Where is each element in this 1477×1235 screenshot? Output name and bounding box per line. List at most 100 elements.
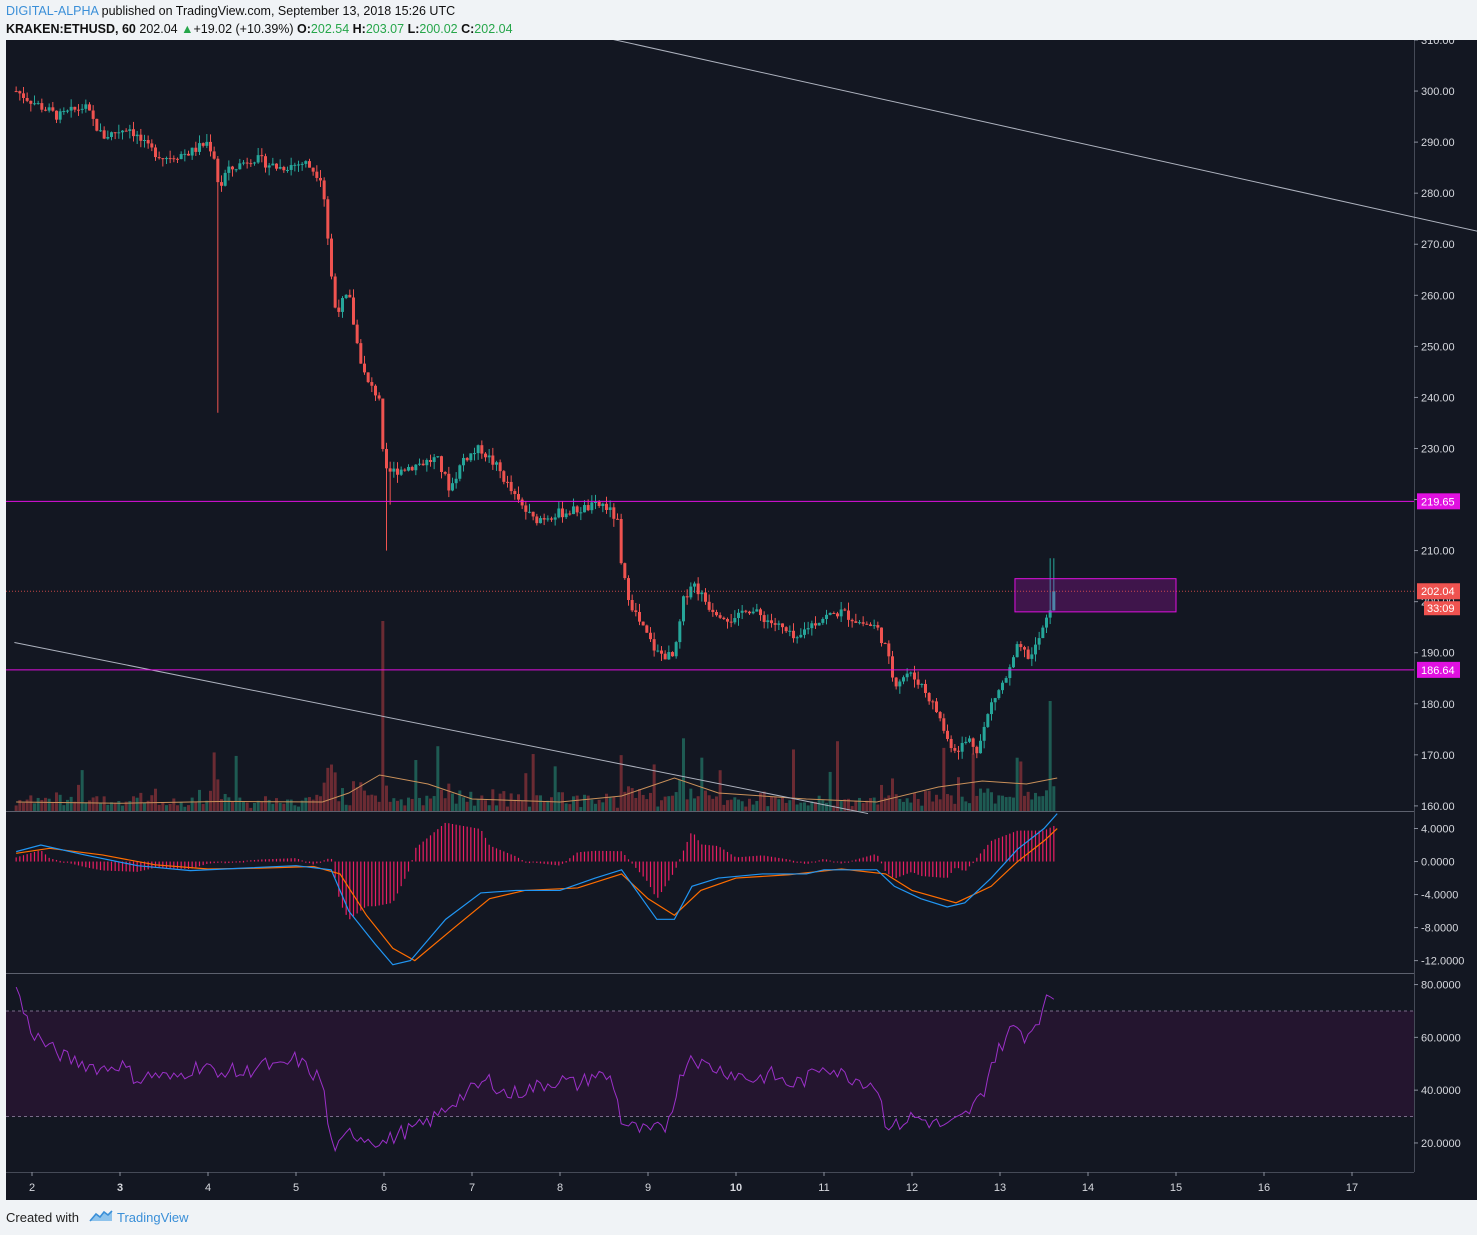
volume-bar — [579, 807, 583, 811]
volume-bar — [509, 793, 513, 811]
volume-bar — [186, 805, 190, 811]
candle-body — [747, 611, 751, 614]
price-axis-tick-label: 280.00 — [1421, 188, 1455, 200]
volume-bar — [252, 802, 256, 811]
author-link[interactable]: DIGITAL-ALPHA — [6, 4, 99, 18]
candle-body — [1041, 627, 1045, 639]
volume-bar — [593, 803, 597, 811]
candle-body — [461, 457, 465, 466]
candle-body — [175, 158, 179, 160]
candle-body — [549, 518, 553, 520]
candle-body — [788, 630, 792, 632]
x-tick-label: 11 — [818, 1182, 829, 1194]
tradingview-link[interactable]: TradingView — [117, 1210, 189, 1225]
candle-body — [157, 157, 161, 159]
candle-body — [14, 91, 18, 93]
macd-axis-tick-label: 0.0000 — [1421, 857, 1455, 869]
candle-body — [758, 609, 762, 616]
volume-bar — [172, 798, 176, 811]
x-axis-background — [6, 1172, 1477, 1200]
candle-body — [832, 612, 836, 614]
volume-bar — [777, 799, 781, 811]
volume-bar — [806, 805, 810, 811]
volume-bar — [927, 790, 931, 811]
volume-bar — [857, 797, 861, 811]
open-label: O: — [297, 22, 311, 36]
volume-bar — [69, 796, 73, 811]
volume-bar — [36, 797, 40, 811]
volume-bar — [553, 766, 557, 811]
candle-body — [920, 683, 924, 685]
candle-body — [582, 505, 586, 513]
tradingview-logo-icon[interactable] — [88, 1208, 114, 1224]
x-tick-label: 15 — [1170, 1182, 1182, 1194]
volume-bar — [421, 805, 425, 811]
volume-bar — [230, 801, 234, 811]
volume-bar — [850, 806, 854, 811]
candle-body — [322, 180, 326, 200]
volume-bar — [780, 796, 784, 811]
price-axis-tick-label: 260.00 — [1421, 290, 1455, 302]
candle-body — [502, 471, 506, 482]
volume-bar — [1015, 757, 1019, 811]
candle-body — [681, 596, 685, 622]
price-axis-tick-label: 210.00 — [1421, 546, 1455, 558]
chart-header: DIGITAL-ALPHA published on TradingView.c… — [0, 0, 1477, 40]
symbol-name: KRAKEN:ETHUSD, 60 — [6, 22, 136, 36]
volume-bar — [461, 797, 465, 811]
candle-body — [777, 623, 781, 625]
volume-bar — [377, 801, 381, 811]
volume-bar — [736, 799, 740, 811]
candle-body — [938, 712, 942, 719]
candle-body — [1044, 617, 1048, 628]
macd-axis-tick-label: -4.0000 — [1421, 890, 1458, 902]
volume-bar — [439, 789, 443, 811]
level-marker-label: 219.65 — [1421, 496, 1455, 508]
price-axis-tick-label: 190.00 — [1421, 648, 1455, 660]
candle-body — [62, 111, 66, 113]
x-tick-label: 17 — [1346, 1182, 1358, 1194]
volume-bar — [73, 801, 77, 811]
change-arrow-icon: ▲ — [181, 22, 194, 36]
volume-bar — [725, 800, 729, 811]
candle-body — [740, 610, 744, 613]
chart-svg[interactable]: 310.00300.00290.00280.00270.00260.00250.… — [0, 40, 1477, 1200]
volume-bar — [80, 770, 84, 811]
candle-body — [388, 468, 392, 472]
macd-line — [16, 813, 1058, 966]
price-axis-tick-label: 240.00 — [1421, 392, 1455, 404]
candle-body — [241, 162, 245, 164]
volume-bar — [483, 800, 487, 811]
volume-bar — [296, 806, 300, 811]
volume-bar — [190, 797, 194, 811]
volume-bar — [876, 804, 880, 811]
candle-body — [872, 625, 876, 627]
price-axis-tick-label: 160.00 — [1421, 801, 1455, 813]
volume-bar — [828, 771, 832, 811]
candle-body — [656, 650, 660, 652]
volume-bar — [348, 805, 352, 811]
candle-body — [626, 578, 630, 601]
volume-bar — [14, 805, 18, 811]
candle-body — [223, 172, 227, 186]
rsi-axis-tick-label: 80.0000 — [1421, 980, 1461, 992]
volume-bar — [762, 791, 766, 811]
volume-bar — [1011, 797, 1015, 811]
candle-body — [480, 445, 484, 454]
candle-body — [568, 513, 572, 515]
candle-body — [949, 738, 953, 749]
candle-body — [982, 726, 986, 741]
candle-body — [894, 677, 898, 687]
volume-bar — [128, 800, 132, 811]
candle-body — [802, 629, 806, 635]
candle-body — [348, 294, 352, 298]
volume-bar — [681, 738, 685, 811]
candle-body — [153, 147, 157, 158]
candle-body — [729, 621, 733, 623]
volume-bar — [967, 803, 971, 811]
candle-body — [890, 656, 894, 678]
candle-body — [516, 494, 520, 500]
candle-body — [436, 456, 440, 458]
price-axis-tick-label: 290.00 — [1421, 137, 1455, 149]
volume-bar — [846, 798, 850, 811]
